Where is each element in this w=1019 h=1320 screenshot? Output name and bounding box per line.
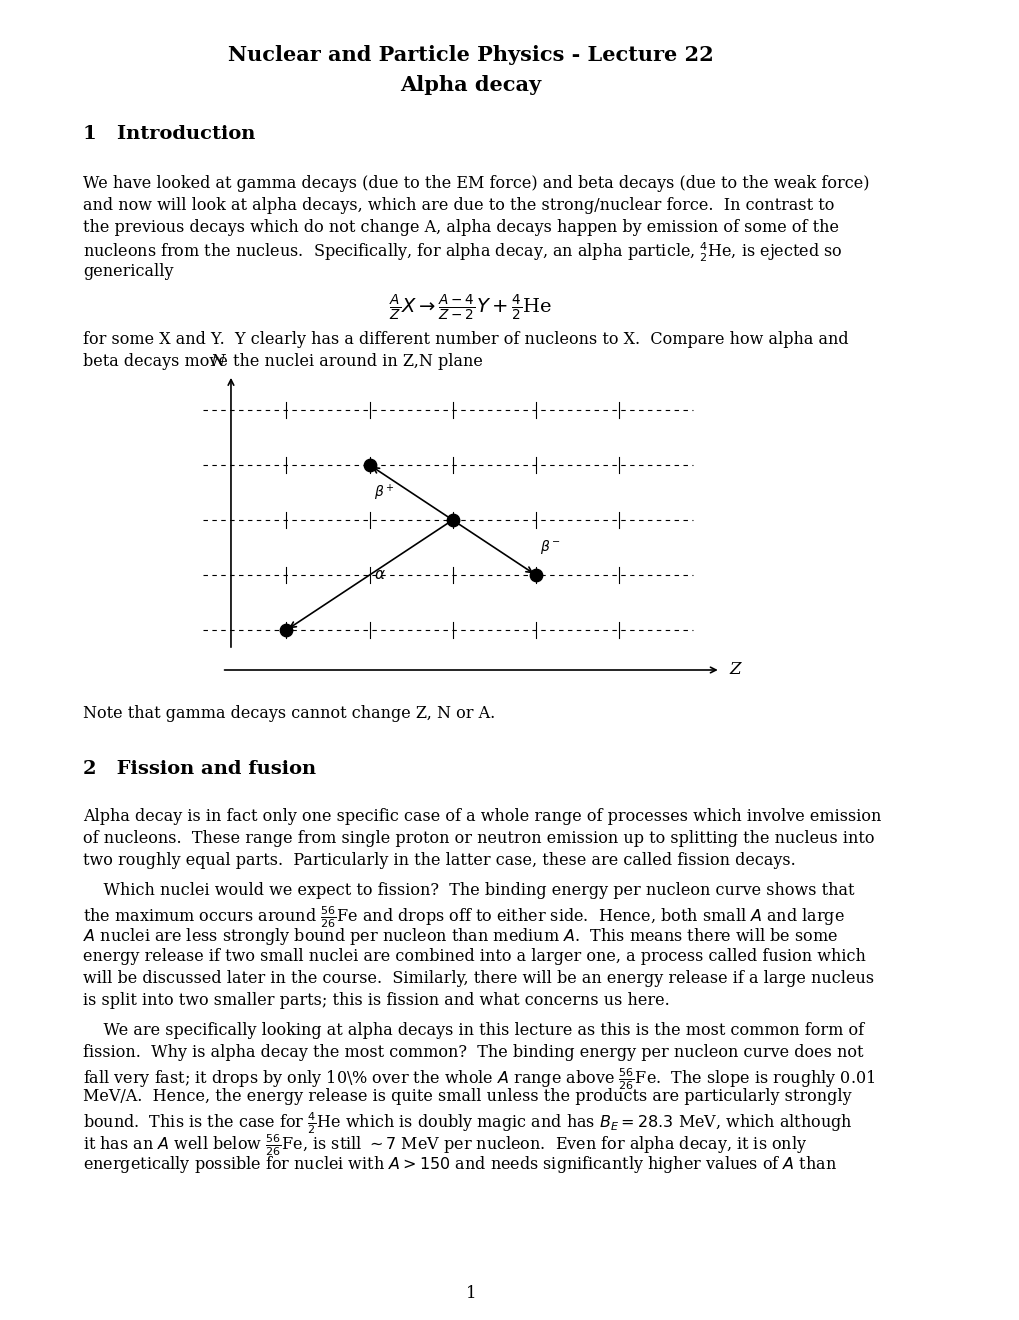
Text: Note that gamma decays cannot change Z, N or A.: Note that gamma decays cannot change Z, … (84, 705, 495, 722)
Text: of nucleons.  These range from single proton or neutron emission up to splitting: of nucleons. These range from single pro… (84, 830, 874, 847)
Text: for some X and Y.  Y clearly has a different number of nucleons to X.  Compare h: for some X and Y. Y clearly has a differ… (84, 331, 848, 348)
Point (527, 565, 543, 586)
Text: fission.  Why is alpha decay the most common?  The binding energy per nucleon cu: fission. Why is alpha decay the most com… (84, 1044, 863, 1061)
Text: generically: generically (84, 263, 173, 280)
Text: N: N (210, 352, 224, 370)
Text: nucleons from the nucleus.  Specifically, for alpha decay, an alpha particle, $^: nucleons from the nucleus. Specifically,… (84, 242, 842, 264)
Text: 1   Introduction: 1 Introduction (84, 125, 256, 143)
Text: bound.  This is the case for $\frac{4}{2}$He which is doubly magic and has $B_E : bound. This is the case for $\frac{4}{2}… (84, 1110, 852, 1135)
Text: beta decays move the nuclei around in Z,N plane: beta decays move the nuclei around in Z,… (84, 352, 483, 370)
Text: Which nuclei would we expect to fission?  The binding energy per nucleon curve s: Which nuclei would we expect to fission?… (84, 882, 854, 899)
Text: Alpha decay: Alpha decay (400, 75, 541, 95)
Point (444, 510, 461, 531)
Text: MeV/A.  Hence, the energy release is quite small unless the products are particu: MeV/A. Hence, the energy release is quit… (84, 1088, 851, 1105)
Text: will be discussed later in the course.  Similarly, there will be an energy relea: will be discussed later in the course. S… (84, 970, 873, 987)
Text: Z: Z (730, 661, 741, 678)
Text: We have looked at gamma decays (due to the EM force) and beta decays (due to the: We have looked at gamma decays (due to t… (84, 176, 869, 191)
Text: $\beta^-$: $\beta^-$ (540, 539, 560, 557)
Text: energetically possible for nuclei with $A > 150$ and needs significantly higher : energetically possible for nuclei with $… (84, 1154, 837, 1175)
Point (361, 454, 377, 475)
Text: energy release if two small nuclei are combined into a larger one, a process cal: energy release if two small nuclei are c… (84, 948, 865, 965)
Text: it has an $A$ well below $\frac{56}{26}$Fe, is still $\sim 7$ MeV per nucleon.  : it has an $A$ well below $\frac{56}{26}$… (84, 1133, 807, 1158)
Text: 2   Fission and fusion: 2 Fission and fusion (84, 760, 316, 777)
Text: the maximum occurs around $\frac{56}{26}$Fe and drops off to either side.  Hence: the maximum occurs around $\frac{56}{26}… (84, 904, 844, 929)
Text: $\alpha$: $\alpha$ (374, 568, 385, 582)
Text: and now will look at alpha decays, which are due to the strong/nuclear force.  I: and now will look at alpha decays, which… (84, 197, 834, 214)
Text: is split into two smaller parts; this is fission and what concerns us here.: is split into two smaller parts; this is… (84, 993, 669, 1008)
Text: two roughly equal parts.  Particularly in the latter case, these are called fiss: two roughly equal parts. Particularly in… (84, 851, 795, 869)
Text: the previous decays which do not change A, alpha decays happen by emission of so: the previous decays which do not change … (84, 219, 839, 236)
Point (278, 619, 294, 640)
Text: $\beta^+$: $\beta^+$ (374, 482, 394, 503)
Text: Alpha decay is in fact only one specific case of a whole range of processes whic: Alpha decay is in fact only one specific… (84, 808, 880, 825)
Text: $A$ nuclei are less strongly bound per nucleon than medium $A$.  This means ther: $A$ nuclei are less strongly bound per n… (84, 927, 838, 946)
Text: fall very fast; it drops by only 10\% over the whole $A$ range above $\frac{56}{: fall very fast; it drops by only 10\% ov… (84, 1067, 874, 1092)
Text: Nuclear and Particle Physics - Lecture 22: Nuclear and Particle Physics - Lecture 2… (228, 45, 713, 65)
Text: We are specifically looking at alpha decays in this lecture as this is the most : We are specifically looking at alpha dec… (84, 1022, 863, 1039)
Text: $\frac{A}{Z}X \rightarrow\frac{A-4}{Z-2}Y + \frac{4}{2}$He: $\frac{A}{Z}X \rightarrow\frac{A-4}{Z-2}… (389, 293, 552, 323)
Text: 1: 1 (466, 1284, 476, 1302)
